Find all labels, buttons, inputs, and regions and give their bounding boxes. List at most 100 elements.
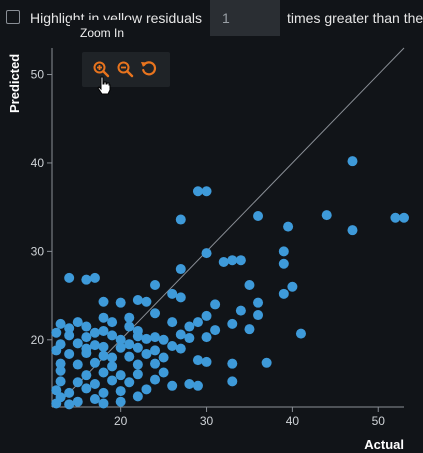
data-point[interactable] [235,305,246,316]
data-point[interactable] [98,341,109,352]
data-point[interactable] [55,365,66,376]
data-point[interactable] [107,375,118,386]
data-point[interactable] [81,332,92,343]
data-point[interactable] [64,323,75,334]
data-point[interactable] [81,321,92,332]
data-point[interactable] [201,332,212,343]
data-point[interactable] [201,248,212,259]
data-point[interactable] [107,352,118,363]
data-point[interactable] [98,312,109,323]
data-point[interactable] [218,256,229,267]
data-point[interactable] [158,352,169,363]
data-point[interactable] [253,211,264,222]
data-point[interactable] [227,255,238,266]
data-point[interactable] [115,396,126,407]
data-point[interactable] [150,308,161,319]
data-point[interactable] [141,348,152,359]
data-point[interactable] [64,330,75,341]
zoom-in-button[interactable] [92,60,110,78]
data-point[interactable] [64,387,75,398]
data-point[interactable] [64,399,75,410]
data-point[interactable] [98,350,109,361]
data-point[interactable] [115,370,126,381]
data-point[interactable] [244,324,255,335]
data-point[interactable] [184,379,195,390]
data-point[interactable] [124,377,135,388]
data-point[interactable] [295,328,306,339]
data-point[interactable] [107,330,118,341]
data-point[interactable] [72,317,83,328]
data-point[interactable] [115,334,126,345]
data-point[interactable] [72,359,83,370]
data-point[interactable] [278,258,289,269]
data-point[interactable] [175,329,186,340]
data-point[interactable] [399,212,409,223]
data-point[interactable] [132,391,143,402]
data-point[interactable] [261,357,272,368]
data-point[interactable] [81,348,92,359]
data-point[interactable] [89,327,100,338]
factor-input[interactable] [210,0,280,36]
data-point[interactable] [167,288,178,299]
data-point[interactable] [124,312,135,323]
data-point[interactable] [227,376,238,387]
data-point[interactable] [210,325,221,336]
data-point[interactable] [184,333,195,344]
data-point[interactable] [72,338,83,349]
data-point[interactable] [98,296,109,307]
data-point[interactable] [124,351,135,362]
data-point[interactable] [64,272,75,283]
data-point[interactable] [141,333,152,344]
data-point[interactable] [201,310,212,321]
data-point[interactable] [81,383,92,394]
data-point[interactable] [55,358,66,369]
data-point[interactable] [89,357,100,368]
data-point[interactable] [124,321,135,332]
data-point[interactable] [175,264,186,275]
data-point[interactable] [158,367,169,378]
data-point[interactable] [390,212,401,223]
highlight-checkbox[interactable] [6,10,20,24]
data-point[interactable] [55,318,66,329]
data-point[interactable] [321,210,332,221]
data-point[interactable] [132,359,143,370]
data-point[interactable] [201,356,212,367]
data-point[interactable] [192,186,203,197]
data-point[interactable] [253,310,264,321]
data-point[interactable] [150,358,161,369]
data-point[interactable] [150,374,161,385]
data-point[interactable] [347,225,358,236]
data-point[interactable] [51,327,62,338]
data-point[interactable] [150,345,161,356]
data-point[interactable] [192,380,203,391]
data-point[interactable] [115,386,126,397]
data-point[interactable] [244,279,255,290]
data-point[interactable] [210,299,221,310]
data-point[interactable] [141,384,152,395]
data-point[interactable] [107,361,118,372]
data-point[interactable] [115,342,126,353]
data-point[interactable] [201,186,212,197]
reset-axes-button[interactable] [140,60,158,78]
data-point[interactable] [51,398,62,409]
data-point[interactable] [227,318,238,329]
data-point[interactable] [347,156,358,167]
data-point[interactable] [64,348,75,359]
data-point[interactable] [98,325,109,336]
data-point[interactable] [278,288,289,299]
data-point[interactable] [175,214,186,225]
data-point[interactable] [72,377,83,388]
data-point[interactable] [132,369,143,380]
data-point[interactable] [167,317,178,328]
data-point[interactable] [132,295,143,306]
data-point[interactable] [81,370,92,381]
data-point[interactable] [51,345,62,356]
data-point[interactable] [81,274,92,285]
data-point[interactable] [141,296,152,307]
data-point[interactable] [98,398,109,409]
data-point[interactable] [175,292,186,303]
data-point[interactable] [98,367,109,378]
data-point[interactable] [132,331,143,342]
data-point[interactable] [175,343,186,354]
